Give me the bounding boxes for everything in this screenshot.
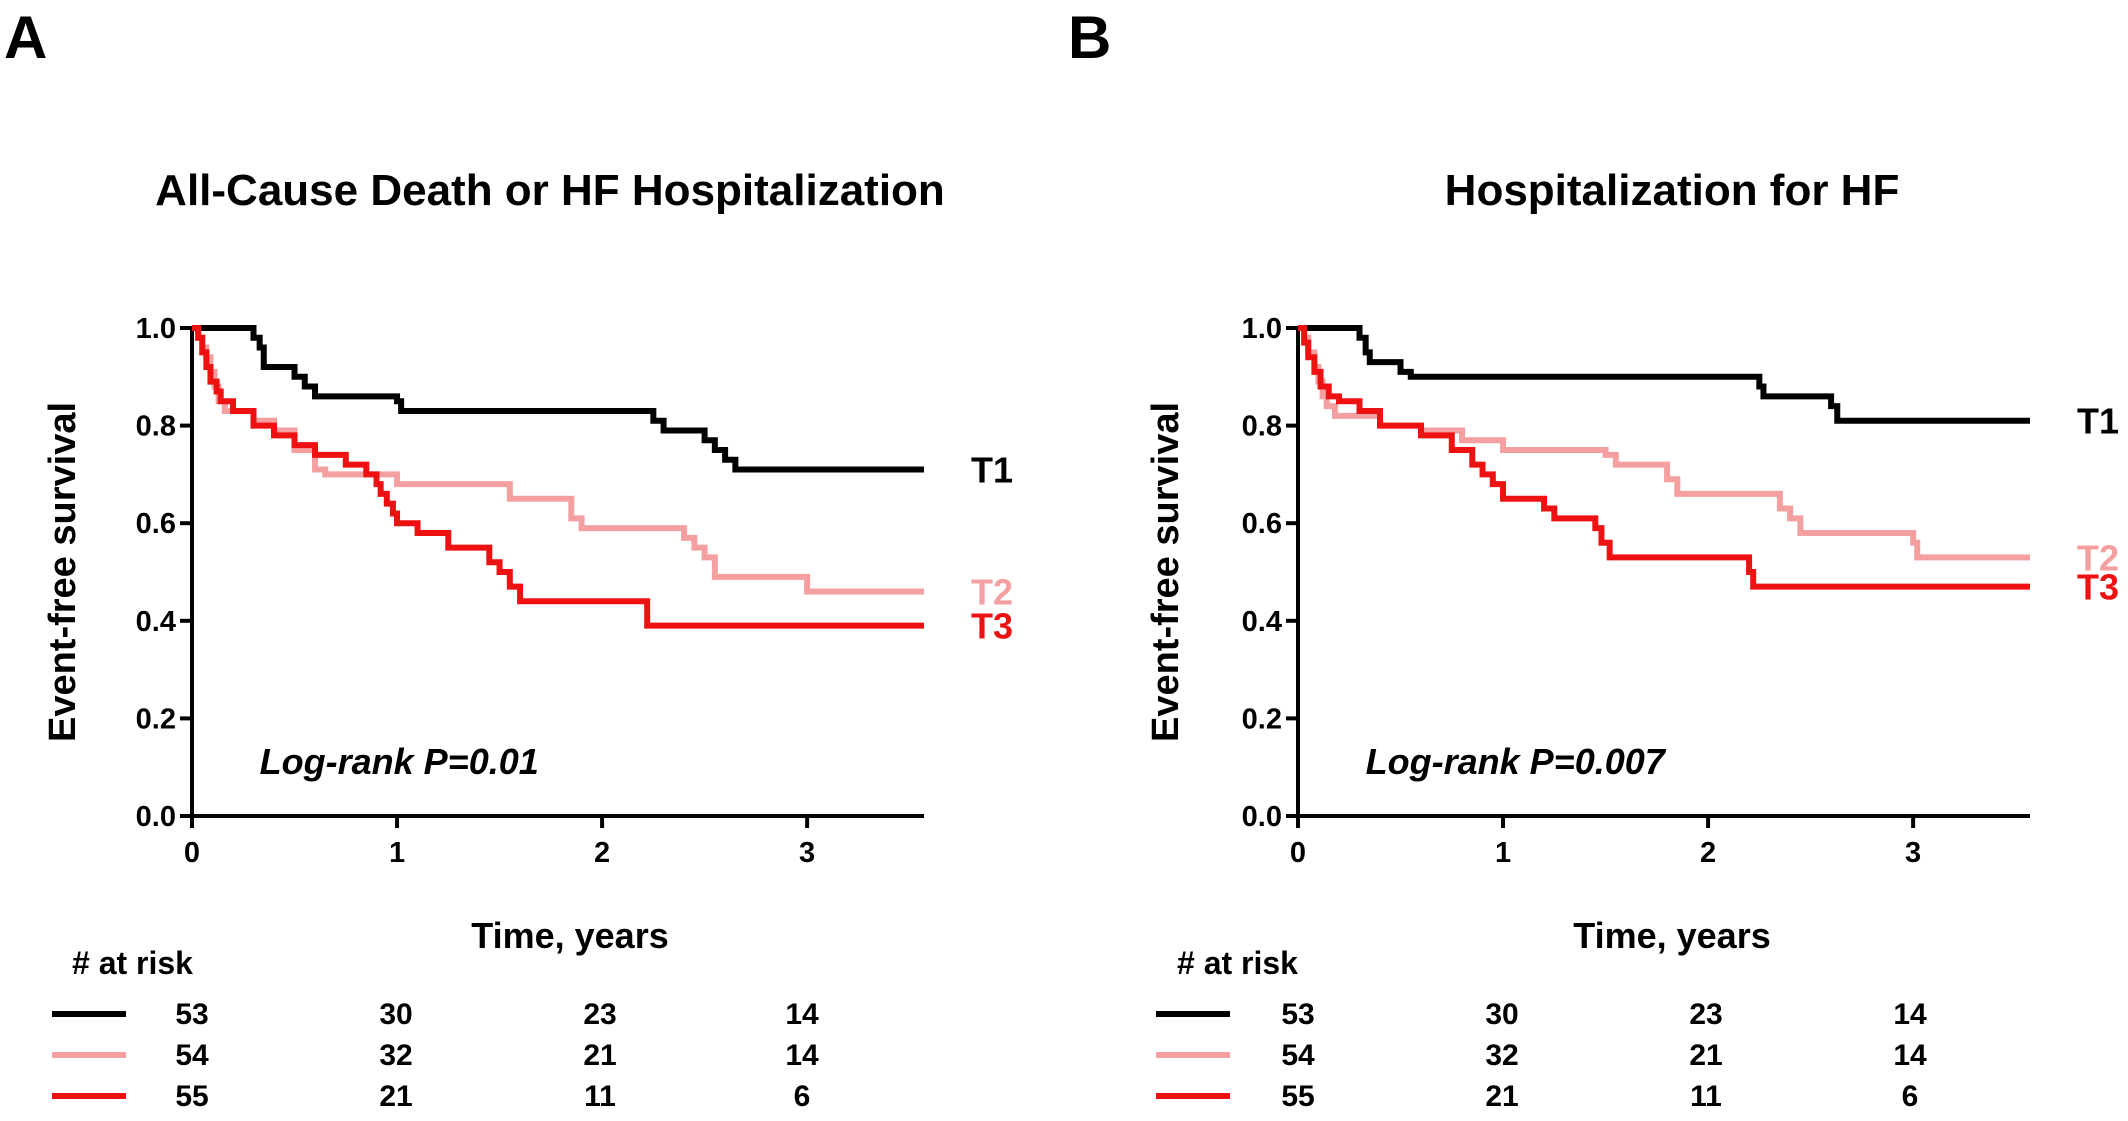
at-risk-value: 6: [1902, 1080, 1919, 1113]
series-line-t1: [1298, 325, 2030, 424]
y-tick-label: 0.4: [1242, 606, 1282, 638]
series-label-t3: T3: [971, 606, 1013, 647]
at-risk-value: 30: [1485, 998, 1518, 1031]
at-risk-title: # at risk: [72, 945, 193, 981]
series-line-t1: [192, 325, 924, 473]
x-tick-label: 0: [184, 837, 200, 869]
at-risk-value: 54: [1281, 1039, 1315, 1072]
at-risk-value: 21: [1689, 1039, 1722, 1072]
panel-letter: A: [4, 4, 47, 71]
at-risk-value: 14: [785, 998, 819, 1031]
y-axis-label: Event-free survival: [1145, 402, 1187, 742]
x-tick-label: 3: [799, 837, 815, 869]
at-risk-value: 11: [584, 1080, 616, 1113]
y-tick-label: 0.8: [136, 411, 176, 443]
chart-panel-b: B Hospitalization for HF 0.0 0.2 0.4 0.6 0.8 1.…: [1068, 4, 2119, 1113]
at-risk-value: 23: [1689, 998, 1722, 1031]
at-risk-value: 14: [785, 1039, 819, 1072]
at-risk-value: 21: [379, 1080, 412, 1113]
at-risk-value: 21: [583, 1039, 616, 1072]
at-risk-value: 53: [1281, 998, 1314, 1031]
y-tick-label: 0.6: [1242, 508, 1282, 540]
series-line-t3: [1298, 325, 2030, 590]
chart-title: All-Cause Death or HF Hospitalization: [155, 166, 945, 215]
x-tick-label: 1: [1495, 837, 1511, 869]
x-tick-label: 2: [594, 837, 610, 869]
y-tick-label: 0.0: [136, 801, 176, 833]
series-line-t3: [192, 325, 924, 629]
panel-letter: B: [1068, 4, 1111, 71]
at-risk-value: 55: [1281, 1080, 1314, 1113]
x-axis-label: Time, years: [471, 915, 668, 956]
series-label-t1: T1: [971, 450, 1013, 491]
y-tick-label: 0.0: [1242, 801, 1282, 833]
at-risk-value: 23: [583, 998, 616, 1031]
chart-panel-a: A All-Cause Death or HF Hospitalization 0.…: [4, 4, 1013, 1113]
series-label-t3: T3: [2077, 567, 2119, 608]
y-tick-label: 0.2: [136, 703, 176, 735]
series-label-t1: T1: [2077, 401, 2119, 442]
at-risk-value: 55: [175, 1080, 208, 1113]
at-risk-value: 54: [175, 1039, 209, 1072]
log-rank-annotation: Log-rank P=0.007: [1366, 741, 1667, 782]
x-tick-label: 2: [1700, 837, 1716, 869]
at-risk-value: 30: [379, 998, 412, 1031]
x-tick-label: 3: [1905, 837, 1921, 869]
x-tick-label: 0: [1290, 837, 1306, 869]
y-tick-label: 1.0: [1242, 313, 1282, 345]
at-risk-title: # at risk: [1177, 945, 1298, 981]
series-line-t2: [192, 325, 924, 595]
at-risk-value: 11: [1690, 1080, 1722, 1113]
at-risk-value: 6: [794, 1080, 811, 1113]
log-rank-annotation: Log-rank P=0.01: [260, 741, 539, 782]
y-tick-label: 0.4: [136, 606, 176, 638]
at-risk-value: 14: [1893, 1039, 1927, 1072]
at-risk-value: 14: [1893, 998, 1927, 1031]
y-tick-label: 0.2: [1242, 703, 1282, 735]
at-risk-value: 32: [1485, 1039, 1518, 1072]
at-risk-value: 21: [1485, 1080, 1518, 1113]
at-risk-value: 32: [379, 1039, 412, 1072]
x-axis-label: Time, years: [1573, 915, 1770, 956]
y-tick-label: 1.0: [136, 313, 176, 345]
x-tick-label: 1: [389, 837, 405, 869]
series-label-t2: T2: [2077, 537, 2119, 578]
y-tick-label: 0.8: [1242, 411, 1282, 443]
series-line-t2: [1298, 325, 2030, 561]
chart-title: Hospitalization for HF: [1445, 166, 1900, 215]
series-label-t2: T2: [971, 572, 1013, 613]
y-tick-label: 0.6: [136, 508, 176, 540]
y-axis-label: Event-free survival: [42, 402, 84, 742]
at-risk-value: 53: [175, 998, 208, 1031]
